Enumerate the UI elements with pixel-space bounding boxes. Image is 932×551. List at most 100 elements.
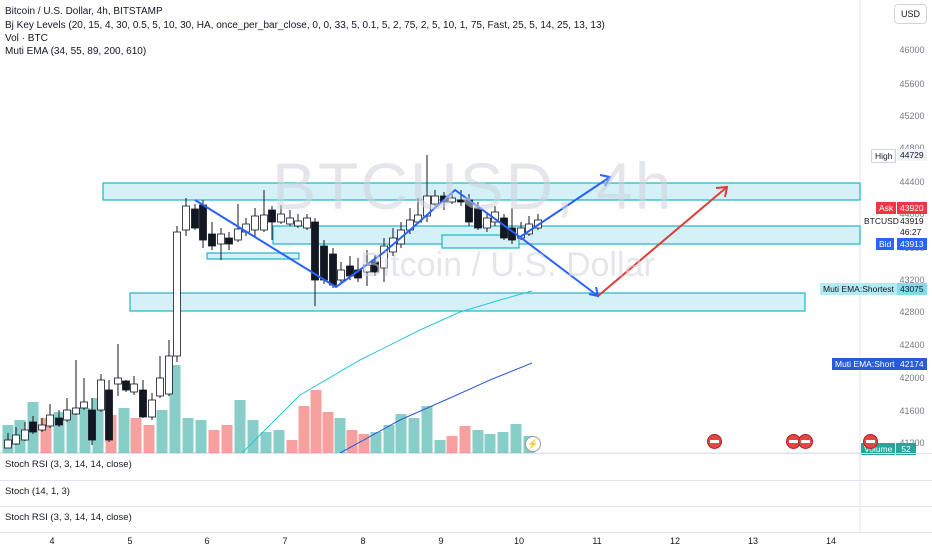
bid-tag-value: 43913 (897, 238, 927, 250)
time-label: 11 (592, 536, 602, 546)
stoch-pane[interactable]: Stoch (14, 1, 3) (0, 480, 932, 507)
candle (4, 433, 12, 449)
candle (182, 198, 190, 236)
volume-bar (322, 412, 334, 453)
bar-countdown: 46:27 (900, 227, 922, 237)
ema-short-tag-label: Muti EMA:Short (832, 358, 898, 370)
volume-bar (286, 440, 298, 453)
candle (234, 204, 242, 242)
pane-title: Stoch (14, 1, 3) (5, 486, 70, 497)
stoch-rsi-pane-2[interactable]: Stoch RSI (3, 3, 14, 14, close) (0, 506, 932, 533)
candle (457, 190, 465, 206)
candle (156, 356, 164, 398)
us-flag-event-icon[interactable] (798, 434, 813, 449)
candle (55, 410, 63, 427)
stoch-rsi-pane-1[interactable]: Stoch RSI (3, 3, 14, 14, close) (0, 453, 932, 481)
time-label: 5 (127, 536, 133, 546)
ask-tag-value: 43920 (897, 202, 927, 214)
pane-title: Stoch RSI (3, 3, 14, 14, close) (5, 459, 132, 470)
last-price-tag: 43919 (900, 216, 924, 226)
candle (303, 214, 311, 230)
candle (80, 378, 88, 410)
price-axis-label: 43200 (899, 275, 925, 285)
time-label: 8 (360, 536, 366, 546)
candle (260, 190, 268, 232)
volume-bar (310, 390, 322, 453)
indicator-legend-key-levels[interactable]: Bj Key Levels (20, 15, 4, 30, 0.5, 5, 10… (5, 20, 605, 31)
price-axis-label: 42000 (899, 373, 925, 383)
volume-bar (208, 430, 220, 453)
ask-tag-label: Ask (876, 202, 897, 214)
price-axis-label: 42400 (899, 340, 925, 350)
candle (12, 427, 20, 445)
candle (286, 210, 294, 226)
volume-bar (446, 436, 458, 453)
volume-bar (408, 418, 420, 453)
price-axis-label: 45600 (899, 79, 925, 89)
red-up-arrow (597, 186, 728, 297)
volume-bar (40, 418, 52, 453)
blue-down-arrow (519, 236, 599, 297)
candle (29, 416, 37, 434)
candle (114, 344, 122, 396)
symbol-tag-label: BTCUSD (864, 216, 899, 226)
support-zone-upper[interactable] (272, 225, 861, 245)
volume-bar (395, 414, 407, 453)
time-label: 6 (204, 536, 210, 546)
indicator-legend-ema[interactable]: Muti EMA (34, 55, 89, 200, 610) (5, 46, 147, 57)
volume-bar (421, 406, 433, 453)
high-tag-label: High (871, 149, 897, 163)
candle (380, 238, 388, 282)
volume-bar (383, 425, 395, 453)
time-axis[interactable]: 4 5 6 7 8 9 10 11 12 13 14 (0, 532, 932, 551)
lightning-icon[interactable]: ⚡ (525, 436, 541, 452)
currency-button[interactable]: USD (894, 4, 927, 24)
volume-bar (14, 420, 26, 453)
candle (208, 222, 216, 250)
volume-bar (459, 426, 471, 453)
price-axis-label: 45200 (899, 111, 925, 121)
candle (431, 190, 439, 206)
candle (217, 228, 225, 260)
ema-shortest-tag-label: Muti EMA:Shortest (820, 283, 897, 295)
candle (311, 218, 319, 306)
candle (130, 376, 138, 395)
price-axis-label: 44400 (899, 177, 925, 187)
volume-bar (358, 434, 370, 453)
time-label: 14 (825, 536, 837, 546)
symbol-legend[interactable]: Bitcoin / U.S. Dollar, 4h, BITSTAMP (5, 6, 163, 17)
resistance-zone[interactable] (102, 182, 861, 201)
us-flag-event-icon[interactable] (707, 434, 722, 449)
candle (294, 214, 302, 228)
price-axis-label: 44800 (899, 143, 925, 153)
volume-bar (273, 430, 285, 453)
time-label: 12 (669, 536, 681, 546)
support-zone-local[interactable] (441, 234, 520, 249)
volume-bars (2, 365, 535, 453)
volume-bar (169, 365, 181, 453)
indicator-legend-volume[interactable]: Vol · BTC (5, 33, 48, 44)
pane-title: Stoch RSI (3, 3, 14, 14, close) (5, 512, 132, 523)
time-label: 10 (513, 536, 525, 546)
support-zone-lower[interactable] (129, 292, 806, 312)
volume-bar (260, 432, 272, 453)
price-axis-label: 46000 (899, 45, 925, 55)
volume-bar (234, 400, 246, 453)
high-tag-value: 44729 (897, 149, 927, 161)
volume-bar (370, 432, 382, 453)
volume-bar (247, 420, 259, 453)
candle (148, 393, 156, 420)
candle (21, 422, 29, 441)
volume-bar (195, 420, 207, 453)
candle (122, 380, 130, 392)
candle (191, 204, 199, 230)
volume-bar (434, 440, 446, 453)
candle (277, 205, 285, 224)
support-zone-small[interactable] (206, 252, 300, 260)
volume-tag-value: 52 (896, 443, 916, 455)
us-flag-event-icon[interactable] (863, 434, 878, 449)
candle (97, 374, 105, 412)
candle (337, 262, 345, 284)
volume-bar (497, 432, 509, 453)
